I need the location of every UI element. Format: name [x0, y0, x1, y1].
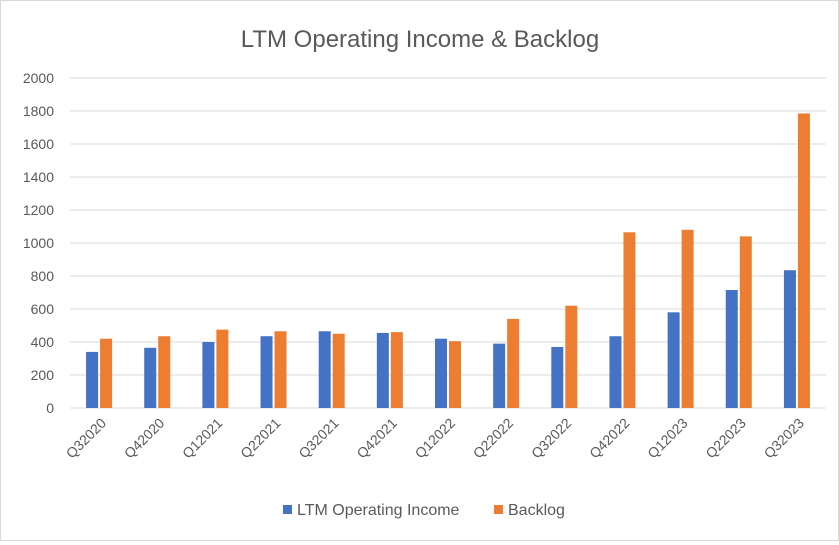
bar-ltm-operating-income — [435, 338, 447, 408]
y-tick-label: 400 — [31, 334, 55, 350]
x-tick-label: Q12021 — [179, 415, 226, 462]
bar-ltm-operating-income — [318, 331, 331, 408]
bar-backlog — [739, 236, 752, 408]
x-tick-label: Q42020 — [121, 415, 168, 462]
bar-ltm-operating-income — [667, 312, 680, 408]
bar-ltm-operating-income — [144, 347, 157, 408]
bar-ltm-operating-income — [783, 270, 796, 408]
bar-ltm-operating-income — [551, 346, 564, 408]
legend-label: LTM Operating Income — [297, 502, 460, 519]
bar-ltm-operating-income — [202, 342, 215, 408]
bar-backlog — [390, 332, 403, 408]
x-tick-label: Q22021 — [237, 415, 284, 462]
bar-backlog — [507, 318, 520, 408]
y-tick-label: 1600 — [23, 136, 54, 152]
x-tick-label: Q42022 — [586, 415, 633, 462]
y-tick-label: 2000 — [23, 70, 54, 86]
bar-backlog — [449, 341, 461, 408]
y-tick-label: 1000 — [23, 235, 54, 251]
bar-ltm-operating-income — [493, 343, 506, 408]
x-tick-label: Q22022 — [470, 415, 517, 462]
x-tick-label: Q32020 — [63, 415, 110, 462]
y-tick-label: 200 — [31, 367, 55, 383]
bar-ltm-operating-income — [260, 336, 273, 408]
bar-backlog — [332, 333, 345, 408]
y-tick-label: 1200 — [23, 202, 54, 218]
y-tick-label: 1400 — [23, 169, 54, 185]
y-tick-label: 800 — [31, 268, 55, 284]
x-tick-label: Q22023 — [702, 415, 749, 462]
bar-backlog — [274, 331, 287, 408]
bar-backlog — [216, 329, 229, 408]
x-tick-label: Q42021 — [353, 415, 400, 462]
bar-backlog — [565, 305, 578, 408]
y-tick-label: 0 — [46, 400, 54, 416]
bar-backlog — [797, 113, 810, 408]
bar-backlog — [100, 338, 113, 408]
chart-title: LTM Operating Income & Backlog — [241, 26, 599, 53]
bar-ltm-operating-income — [725, 290, 738, 408]
y-tick-label: 1800 — [23, 103, 54, 119]
bar-ltm-operating-income — [376, 332, 389, 408]
x-tick-label: Q32021 — [295, 415, 342, 462]
legend-swatch — [494, 505, 503, 514]
legend-swatch — [283, 505, 292, 514]
x-tick-label: Q32023 — [760, 415, 807, 462]
bar-backlog — [158, 336, 171, 408]
legend-label: Backlog — [508, 502, 565, 519]
bar-backlog — [681, 229, 694, 408]
bar-ltm-operating-income — [86, 351, 99, 408]
y-tick-label: 600 — [31, 301, 55, 317]
x-tick-label: Q32022 — [528, 415, 575, 462]
bar-backlog — [623, 232, 636, 408]
bar-ltm-operating-income — [609, 336, 622, 408]
x-tick-label: Q12023 — [644, 415, 691, 462]
x-tick-label: Q12022 — [412, 415, 459, 462]
